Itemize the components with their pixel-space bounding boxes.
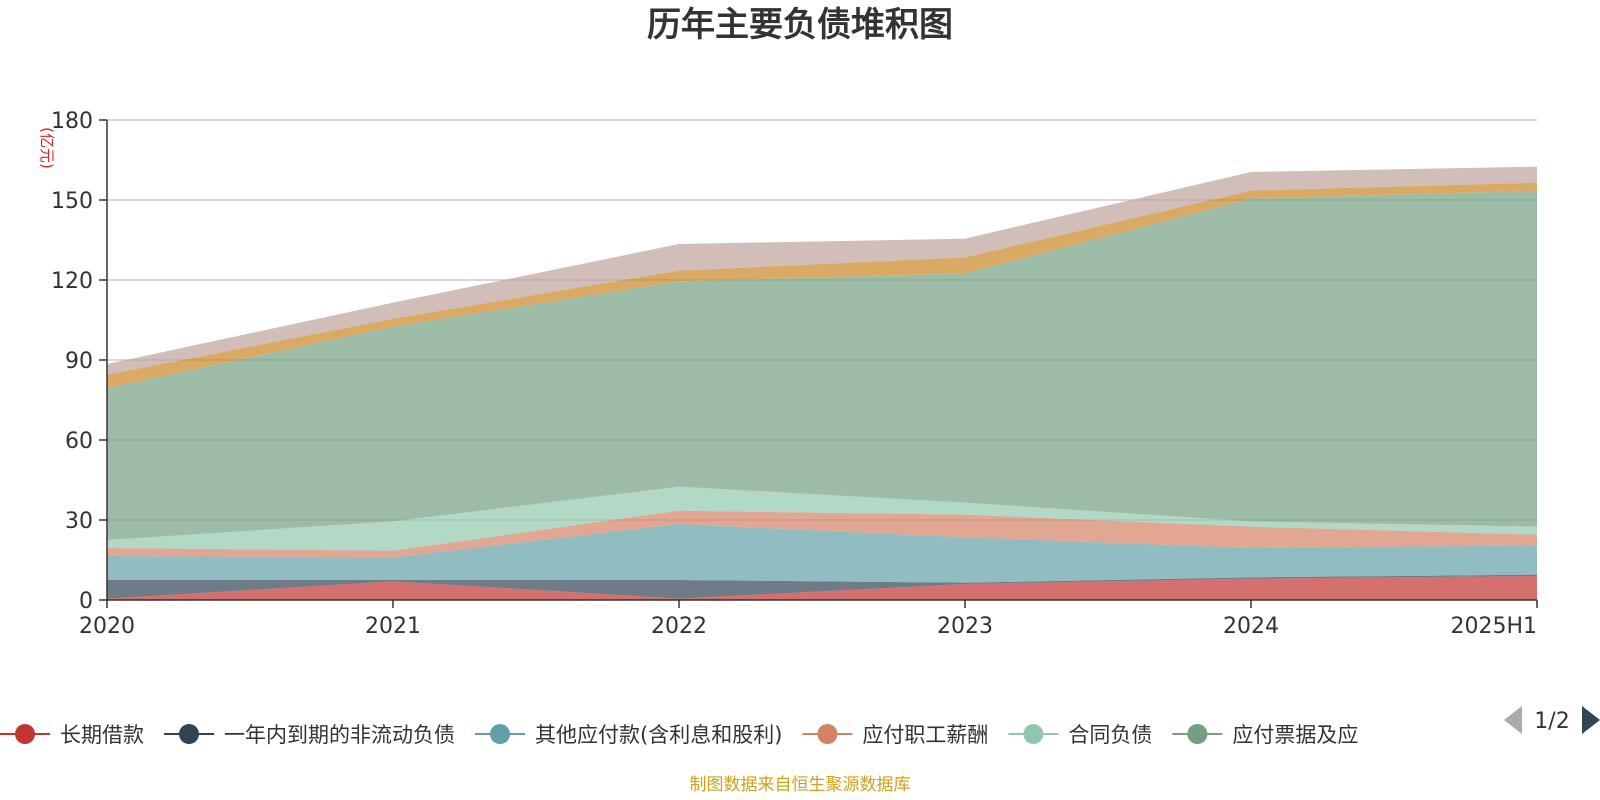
legend-label: 长期借款 [60, 723, 144, 747]
source-note: 制图数据来自恒生聚源数据库 [690, 775, 911, 795]
x-axis-ticks: 2020 2021 2022 2023 2024 2025H1 [79, 600, 1538, 639]
y-tick-label: 0 [79, 589, 93, 614]
series-area [107, 524, 1537, 583]
legend-label: 应付票据及应 [1232, 723, 1358, 747]
legend-marker [817, 724, 838, 744]
x-tick-label: 2024 [1223, 614, 1279, 639]
legend-page-indicator: 1/2 [1534, 709, 1569, 734]
y-tick-label: 90 [65, 349, 93, 374]
legend-marker [490, 724, 510, 744]
x-tick-label: 2025H1 [1450, 614, 1537, 639]
legend-item[interactable]: 合同负债 [1008, 723, 1152, 747]
legend-marker [179, 724, 199, 744]
y-tick-label: 30 [65, 509, 93, 534]
chart-title: 历年主要负债堆积图 [647, 5, 953, 45]
legend-marker [1023, 724, 1044, 744]
series-areas [107, 166, 1537, 600]
series-area [107, 576, 1537, 600]
series-area [107, 574, 1537, 599]
legend-marker [1187, 724, 1208, 744]
y-tick-label: 60 [65, 429, 93, 454]
legend-pager: 1/2 [1504, 706, 1600, 734]
legend-item[interactable]: 应付职工薪酬 [802, 723, 988, 747]
legend-marker [15, 724, 35, 744]
legend-label: 一年内到期的非流动负债 [224, 723, 455, 747]
legend-label: 应付职工薪酬 [862, 723, 988, 747]
series-area [107, 510, 1537, 558]
x-tick-label: 2020 [79, 614, 135, 639]
legend-item[interactable]: 长期借款 [0, 723, 144, 747]
series-area [107, 486, 1537, 551]
legend-item[interactable]: 应付票据及应 [1172, 723, 1358, 747]
legend-label: 合同负债 [1068, 723, 1152, 747]
x-tick-label: 2022 [651, 614, 707, 639]
legend-item[interactable]: 一年内到期的非流动负债 [164, 723, 455, 747]
y-tick-label: 150 [51, 189, 93, 214]
series-area [107, 190, 1537, 540]
y-tick-label: 180 [51, 109, 93, 134]
y-tick-label: 120 [51, 269, 93, 294]
x-tick-label: 2023 [937, 614, 993, 639]
triangle-right-icon[interactable] [1582, 706, 1600, 734]
legend-label: 其他应付款(含利息和股利) [535, 723, 782, 747]
x-tick-label: 2021 [365, 614, 421, 639]
legend-item[interactable]: 其他应付款(含利息和股利) [475, 723, 782, 747]
y-unit-label: (亿元) [38, 127, 56, 169]
y-axis-ticks: 0 30 60 90 120 150 180 [51, 109, 107, 614]
legend: 长期借款 一年内到期的非流动负债 其他应付款(含利息和股利) 应付职工薪酬 合同负债 应付… [0, 723, 1358, 747]
triangle-left-icon[interactable] [1504, 706, 1522, 734]
